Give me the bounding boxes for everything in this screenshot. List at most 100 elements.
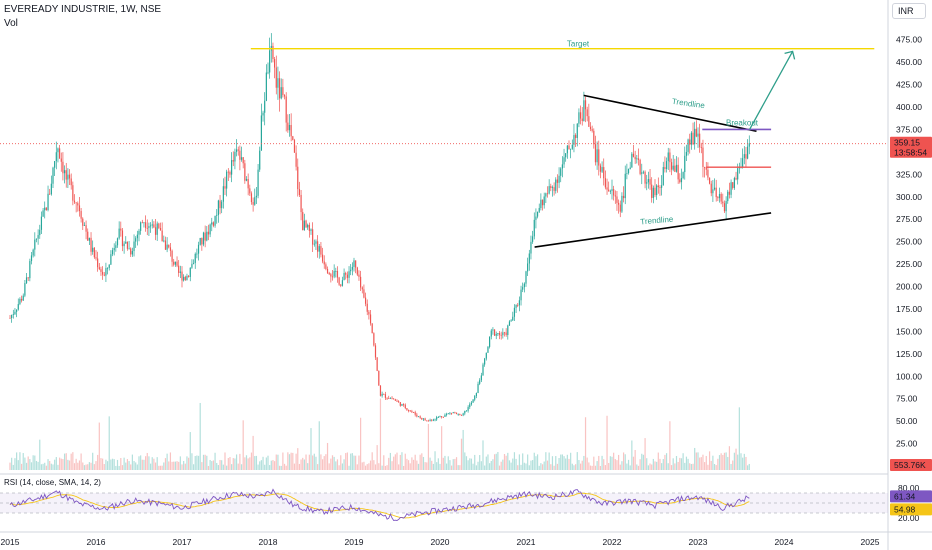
volume-bar <box>710 460 712 470</box>
volume-bar <box>72 452 74 470</box>
candle-body <box>34 239 36 250</box>
candle-body <box>601 167 603 172</box>
volume-bar <box>475 465 477 470</box>
volume-bar <box>613 452 615 470</box>
candle-body <box>275 67 277 88</box>
volume-bar <box>123 457 125 470</box>
volume-bar <box>654 461 656 470</box>
volume-bar <box>298 463 301 470</box>
candle-body <box>621 195 623 212</box>
volume-bar <box>118 465 120 470</box>
candle-body <box>474 395 476 400</box>
candle-body <box>533 219 535 237</box>
candle-body <box>138 230 140 235</box>
candle-body <box>67 174 69 180</box>
candle-body <box>244 163 246 181</box>
volume-bar <box>718 455 721 470</box>
volume-bar <box>689 463 691 470</box>
volume-bar <box>25 462 28 470</box>
volume-bar <box>391 461 393 470</box>
volume-bar <box>321 459 324 470</box>
volume-bar <box>138 456 140 470</box>
volume-bar <box>216 462 218 470</box>
volume-bar <box>113 459 115 470</box>
candle-body <box>446 413 448 415</box>
volume-bar <box>161 465 163 470</box>
volume-badge-bg <box>890 459 932 471</box>
volume-bar <box>426 462 428 470</box>
volume-bar <box>300 459 302 470</box>
volume-bar <box>288 454 291 470</box>
volume-bar <box>603 459 605 470</box>
volume-bar <box>320 454 322 470</box>
volume-bar <box>670 465 673 470</box>
volume-bar <box>553 465 555 470</box>
volume-bar <box>136 464 138 470</box>
candle-body <box>186 276 188 280</box>
volume-bar <box>636 464 638 470</box>
price-tick-label: 100.00 <box>896 371 922 381</box>
candle-body <box>586 109 588 117</box>
volume-bar <box>217 465 219 470</box>
volume-bar <box>431 460 433 470</box>
volume-bar <box>584 417 587 470</box>
volume-bar <box>70 453 72 470</box>
rsi-badge-text: 61.34 <box>894 491 916 501</box>
time-tick-label: 2020 <box>431 537 450 547</box>
volume-bar <box>743 453 745 470</box>
candle-body <box>131 251 133 255</box>
volume-bar <box>604 465 606 470</box>
candle-body <box>368 311 370 315</box>
candle-body <box>604 178 606 188</box>
candle-body <box>708 177 711 184</box>
volume-bar <box>411 457 413 470</box>
candle-body <box>254 197 256 205</box>
candle-body <box>388 398 390 399</box>
candle-body <box>512 316 514 321</box>
volume-bar <box>229 457 231 470</box>
volume-bar <box>528 465 530 470</box>
volume-bar <box>712 455 714 470</box>
candle-body <box>679 179 681 183</box>
volume-bar <box>715 465 717 470</box>
candle-body <box>307 224 309 228</box>
volume-bar <box>702 454 704 470</box>
volume-bar <box>192 464 195 470</box>
candle-body <box>406 408 408 411</box>
volume-bar <box>376 445 378 470</box>
candle-body <box>439 416 441 418</box>
currency-selector[interactable]: INR <box>892 3 926 19</box>
candle-body <box>24 283 26 296</box>
candle-body <box>464 410 466 414</box>
candle-body <box>647 179 649 183</box>
volume-bar <box>651 464 653 470</box>
volume-bar <box>80 453 82 470</box>
candle-body <box>713 187 716 190</box>
candle-body <box>310 229 312 231</box>
volume-bar <box>128 461 130 470</box>
volume-bar <box>126 459 129 470</box>
candle-body <box>292 136 294 141</box>
volume-bar <box>153 458 155 470</box>
candle-body <box>346 274 348 278</box>
rsi-badge-bg <box>890 490 932 503</box>
volume-bar <box>179 456 181 470</box>
volume-bar <box>201 462 203 470</box>
volume-bar <box>740 453 742 470</box>
candle-body <box>695 128 697 137</box>
candle-body <box>436 417 438 420</box>
volume-bar <box>148 456 150 470</box>
candle-body <box>651 184 653 198</box>
candle-body <box>386 397 388 399</box>
volume-bar <box>270 460 272 470</box>
volume-bar <box>39 439 41 470</box>
volume-bar <box>16 452 18 470</box>
volume-bar <box>523 462 525 470</box>
candle-body <box>541 199 544 206</box>
candle-body <box>432 419 434 421</box>
volume-bar <box>672 458 674 470</box>
volume-bar <box>641 453 643 470</box>
candle-body <box>156 223 158 235</box>
volume-bar <box>389 452 391 470</box>
